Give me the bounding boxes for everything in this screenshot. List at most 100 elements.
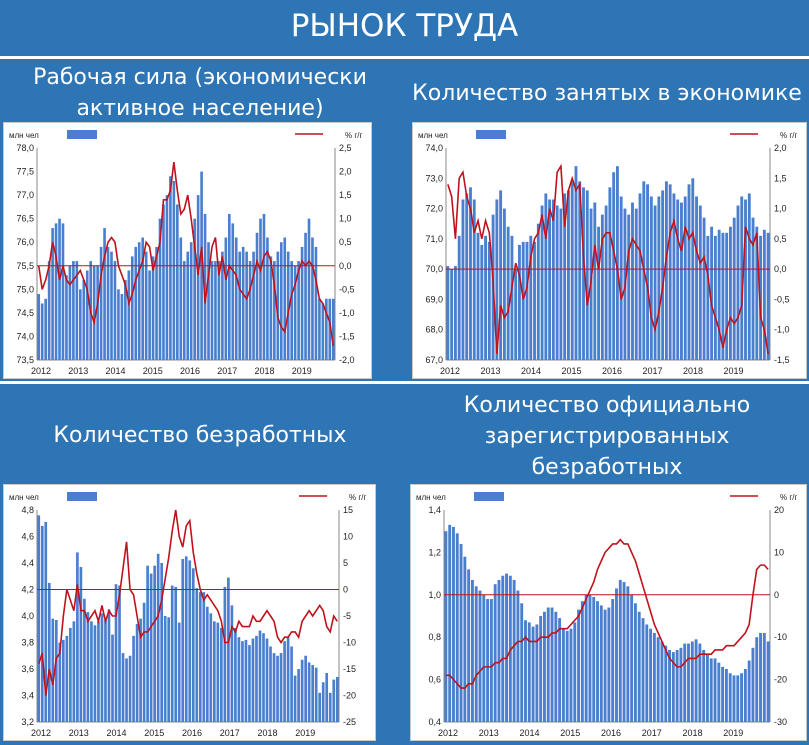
- data-bar: [186, 251, 190, 360]
- data-bar: [125, 658, 128, 722]
- left-tick-label: 75,0: [16, 284, 34, 294]
- data-bar: [252, 251, 255, 360]
- data-bar: [314, 246, 318, 360]
- data-bar: [510, 235, 514, 360]
- data-bar: [469, 187, 472, 360]
- data-bar: [259, 218, 262, 360]
- data-bar: [453, 266, 457, 360]
- data-bar: [177, 622, 181, 722]
- year-tick-label: 2014: [521, 366, 541, 376]
- data-bar: [717, 229, 721, 360]
- data-bar: [325, 298, 328, 360]
- right-tick-label: 2,0: [339, 167, 352, 177]
- employed-chart: млн чел % г/г 74,0 73,0 72,0 71,0 70,0 69,0 68,0…: [418, 130, 797, 376]
- data-bar: [540, 205, 544, 360]
- data-bar: [482, 594, 486, 722]
- left-tick-label: 74,0: [425, 143, 443, 153]
- left-tick-label: 67,0: [425, 355, 443, 365]
- data-bar: [221, 251, 224, 360]
- data-bar: [241, 246, 245, 360]
- data-bar: [627, 214, 631, 360]
- data-bar: [512, 579, 516, 722]
- data-bar: [182, 261, 186, 360]
- data-bar: [751, 647, 755, 722]
- data-bar: [555, 205, 559, 360]
- data-bar: [661, 190, 665, 360]
- left-tick-label: 72,0: [425, 204, 443, 214]
- data-bar: [124, 279, 127, 360]
- data-bar: [234, 627, 237, 722]
- data-bar: [656, 637, 660, 722]
- right-tick-label: 0,5: [339, 237, 352, 247]
- data-bar: [130, 256, 134, 360]
- year-tick-label: 2018: [257, 728, 277, 738]
- data-bar: [297, 261, 300, 360]
- data-bar: [223, 586, 227, 722]
- left-tick-label: 1,4: [428, 505, 441, 515]
- data-bar: [604, 205, 608, 360]
- data-bar: [687, 184, 691, 360]
- data-bar: [505, 573, 508, 722]
- data-bar: [486, 599, 490, 722]
- data-bar: [521, 241, 525, 360]
- legend-bar-swatch: [476, 130, 506, 139]
- data-bar: [293, 265, 297, 360]
- chart-panel-unemployed: млн чел % г/г 4,8 4,6 4,4 4,2 4,0 3,8 3,6 3,4 3,2 1…: [3, 484, 376, 741]
- data-bar: [546, 607, 550, 722]
- data-bar: [588, 594, 592, 722]
- data-bar: [603, 609, 607, 722]
- heading-line: активное население): [76, 96, 324, 121]
- right-tick-label: -5: [343, 611, 351, 621]
- data-bar: [558, 618, 562, 722]
- year-tick-label: 2018: [254, 366, 274, 376]
- left-tick-label: 71,0: [425, 234, 443, 244]
- data-bar: [82, 279, 86, 360]
- right-tick-label: 1,0: [774, 204, 787, 214]
- data-bar: [293, 675, 297, 722]
- right-tick-label: -1,5: [774, 355, 790, 365]
- data-bar: [189, 242, 193, 360]
- year-tick-label: 2017: [220, 728, 240, 738]
- data-bar: [582, 187, 585, 360]
- data-bar: [128, 655, 132, 722]
- right-tick-label: -1,0: [339, 308, 355, 318]
- year-tick-label: 2013: [68, 366, 88, 376]
- data-bar: [615, 166, 619, 360]
- year-tick-label: 2016: [180, 366, 200, 376]
- year-tick-label: 2013: [69, 728, 89, 738]
- data-bar: [653, 205, 657, 360]
- data-bar: [646, 184, 649, 360]
- data-bar: [450, 269, 454, 360]
- data-bar: [493, 584, 497, 722]
- data-bar: [652, 632, 656, 722]
- data-bar: [463, 556, 467, 722]
- data-bar: [58, 642, 62, 722]
- data-bar: [40, 303, 44, 360]
- data-bar: [679, 647, 683, 722]
- data-bar: [706, 235, 710, 360]
- data-bar: [153, 565, 156, 722]
- year-tick-label: 2012: [440, 366, 460, 376]
- data-bar: [279, 653, 283, 722]
- data-bar: [110, 251, 113, 360]
- data-bar: [135, 623, 139, 722]
- data-bar: [657, 196, 661, 360]
- data-bar: [83, 598, 86, 722]
- right-axis-unit: % г/г: [780, 131, 797, 140]
- data-bar: [335, 676, 339, 722]
- data-bar: [214, 261, 217, 360]
- data-bar: [649, 628, 653, 722]
- left-tick-label: 4,2: [21, 585, 34, 595]
- year-tick-label: 2014: [106, 728, 126, 738]
- right-tick-label: -10: [774, 632, 787, 642]
- data-bar: [728, 673, 732, 722]
- data-bar: [72, 261, 75, 360]
- data-bar: [487, 241, 491, 360]
- data-bar: [283, 237, 287, 360]
- legend-bar-swatch: [67, 492, 97, 501]
- data-bar: [721, 666, 725, 722]
- data-bar: [238, 251, 242, 360]
- data-bar: [452, 526, 455, 722]
- right-axis-unit: % г/г: [349, 493, 366, 502]
- right-tick-label: -10: [343, 638, 356, 648]
